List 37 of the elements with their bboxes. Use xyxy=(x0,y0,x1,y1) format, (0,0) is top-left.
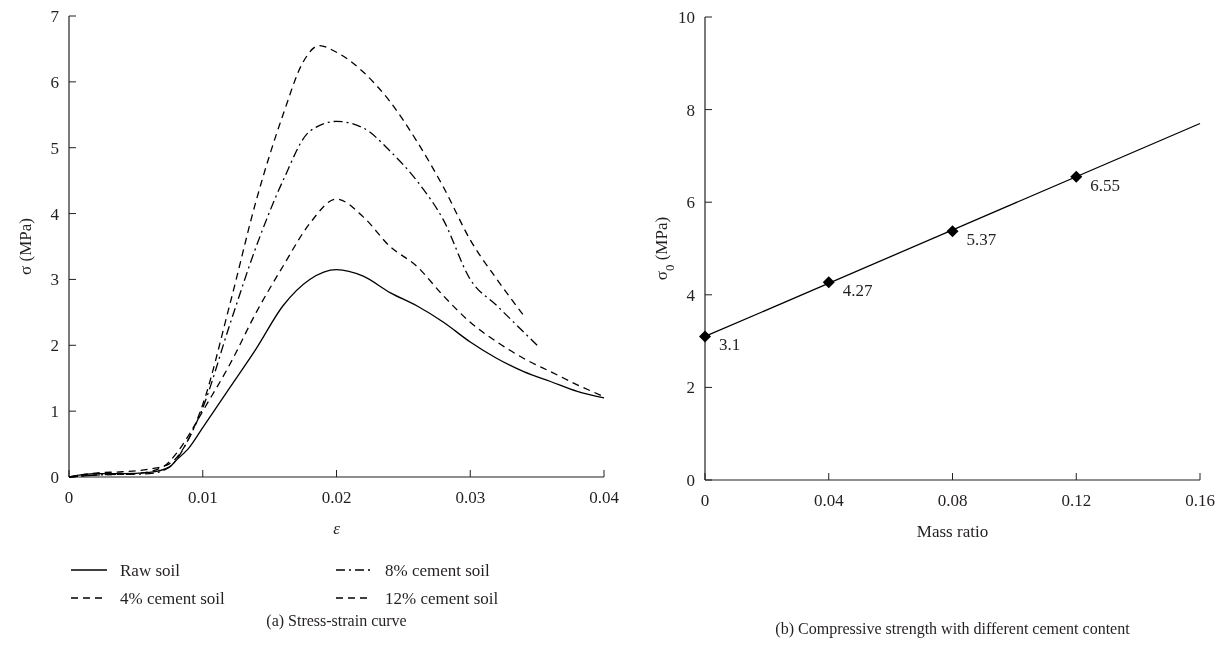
y-tick-label: 3 xyxy=(50,270,59,290)
y-tick-label: 8 xyxy=(686,100,695,120)
legend-label: 4% cement soil xyxy=(120,589,226,608)
x-tick-label: 0.12 xyxy=(1061,491,1092,510)
y-tick-label: 2 xyxy=(50,336,59,356)
x-axis-title: ε xyxy=(333,519,341,538)
y-tick-label: 1 xyxy=(50,402,59,422)
y-tick-label: 2 xyxy=(686,378,695,398)
y-tick-label: 10 xyxy=(678,8,695,27)
data-label: 3.1 xyxy=(719,335,741,355)
data-label: 4.27 xyxy=(842,281,873,301)
y-tick-label: 0 xyxy=(50,468,59,487)
y-tick-label: 0 xyxy=(686,471,695,490)
data-label: 5.37 xyxy=(966,230,997,250)
x-axis-title: Mass ratio xyxy=(916,522,989,541)
data-label: 6.55 xyxy=(1090,175,1120,195)
text: (a) Stress-strain curve xyxy=(266,612,407,630)
x-tick-label: 0.01 xyxy=(187,488,218,507)
x-tick-label: 0.02 xyxy=(321,488,352,507)
y-tick-label: 6 xyxy=(686,193,695,213)
x-tick-label: 0.03 xyxy=(455,488,486,507)
x-tick-label: 0.04 xyxy=(589,488,620,507)
y-tick-label: 4 xyxy=(686,285,696,305)
x-tick-label: 0 xyxy=(700,491,710,510)
x-tick-label: 0.16 xyxy=(1185,491,1215,510)
x-tick-label: 0.08 xyxy=(937,491,968,510)
y-tick-label: 6 xyxy=(50,72,59,92)
y-tick-label: 5 xyxy=(50,138,59,158)
legend-label: Raw soil xyxy=(120,561,181,580)
y-tick-label: 7 xyxy=(50,7,60,26)
x-tick-label: 0.04 xyxy=(813,491,845,510)
legend-label: 8% cement soil xyxy=(385,561,491,580)
x-tick-label: 0 xyxy=(64,488,74,507)
text: (b) Compressive strength with different cement content xyxy=(775,620,1131,638)
y-tick-label: 4 xyxy=(50,204,60,224)
legend-label: 12% cement soil xyxy=(385,589,499,608)
y-axis-title: σ (MPa) xyxy=(16,218,35,275)
